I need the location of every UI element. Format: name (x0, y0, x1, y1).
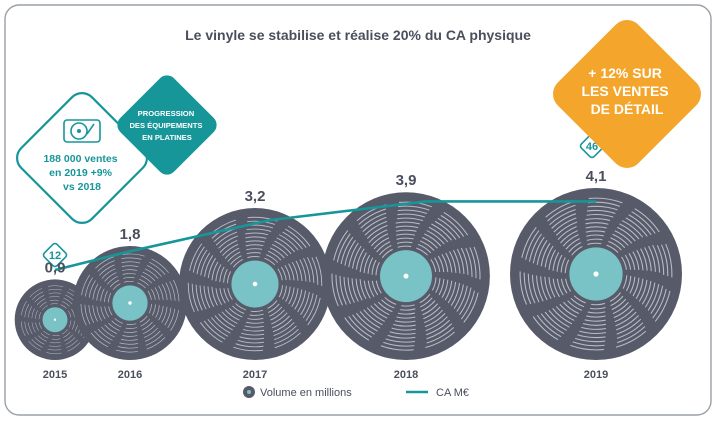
progression-line-2: DES ÉQUIPEMENTS (129, 121, 202, 130)
x-axis-labels: 2015 2016 2017 2018 2019 (43, 369, 608, 381)
disc-series (14, 188, 682, 361)
ca-label-2015: 12 (42, 242, 68, 268)
volume-labels: 0,9 1,8 3,2 3,9 4,1 (45, 168, 607, 276)
volume-label-2016: 1,8 (120, 226, 141, 243)
progression-line-3: EN PLATINES (142, 133, 192, 142)
volume-label-2018: 3,9 (396, 172, 417, 189)
year-label-2018: 2018 (394, 369, 418, 381)
sales-callout-diamond (15, 91, 149, 225)
year-label-2017: 2017 (243, 369, 267, 381)
ca-line (54, 200, 596, 272)
disc-2019 (510, 188, 682, 360)
year-label-2019: 2019 (584, 369, 608, 381)
chart-title: Le vinyle se stabilise et réalise 20% du… (185, 27, 531, 43)
legend: Volume en millions CA M€ (243, 386, 469, 399)
retail-line-3: DE DÉTAIL (591, 101, 664, 117)
svg-text:12: 12 (49, 250, 61, 262)
sales-callout-text: 188 000 ventes en 2019 +9% vs 2018 (43, 153, 120, 193)
disc-2016 (73, 246, 187, 360)
year-label-2016: 2016 (118, 369, 142, 381)
volume-label-2019: 4,1 (586, 168, 607, 185)
legend-ca-label: CA M€ (436, 387, 469, 399)
retail-callout-text: + 12% SUR LES VENTES DE DÉTAIL (581, 65, 672, 117)
legend-volume-label: Volume en millions (260, 387, 352, 399)
retail-callout: + 12% SUR LES VENTES DE DÉTAIL (553, 20, 701, 168)
progression-callout-text: PROGRESSION DES ÉQUIPEMENTS EN PLATINES (129, 109, 204, 142)
sales-line-3: vs 2018 (63, 181, 101, 193)
retail-line-2: LES VENTES (581, 83, 668, 99)
sales-line-1: 188 000 ventes (43, 153, 117, 165)
legend-disc-icon (243, 386, 255, 398)
retail-callout-diamond (553, 20, 701, 168)
retail-line-1: + 12% SUR (588, 65, 662, 81)
progression-line-1: PROGRESSION (138, 109, 195, 118)
year-label-2015: 2015 (43, 369, 67, 381)
svg-text:46: 46 (586, 141, 598, 153)
progression-callout-diamond (117, 75, 217, 175)
volume-label-2015: 0,9 (45, 259, 66, 276)
sales-line-2: en 2019 +9% (49, 167, 112, 179)
volume-label-2017: 3,2 (245, 188, 266, 205)
turntable-icon (63, 119, 101, 143)
sales-callout: 188 000 ventes en 2019 +9% vs 2018 (15, 91, 149, 225)
progression-callout: PROGRESSION DES ÉQUIPEMENTS EN PLATINES (117, 75, 217, 175)
disc-2018 (322, 192, 490, 360)
